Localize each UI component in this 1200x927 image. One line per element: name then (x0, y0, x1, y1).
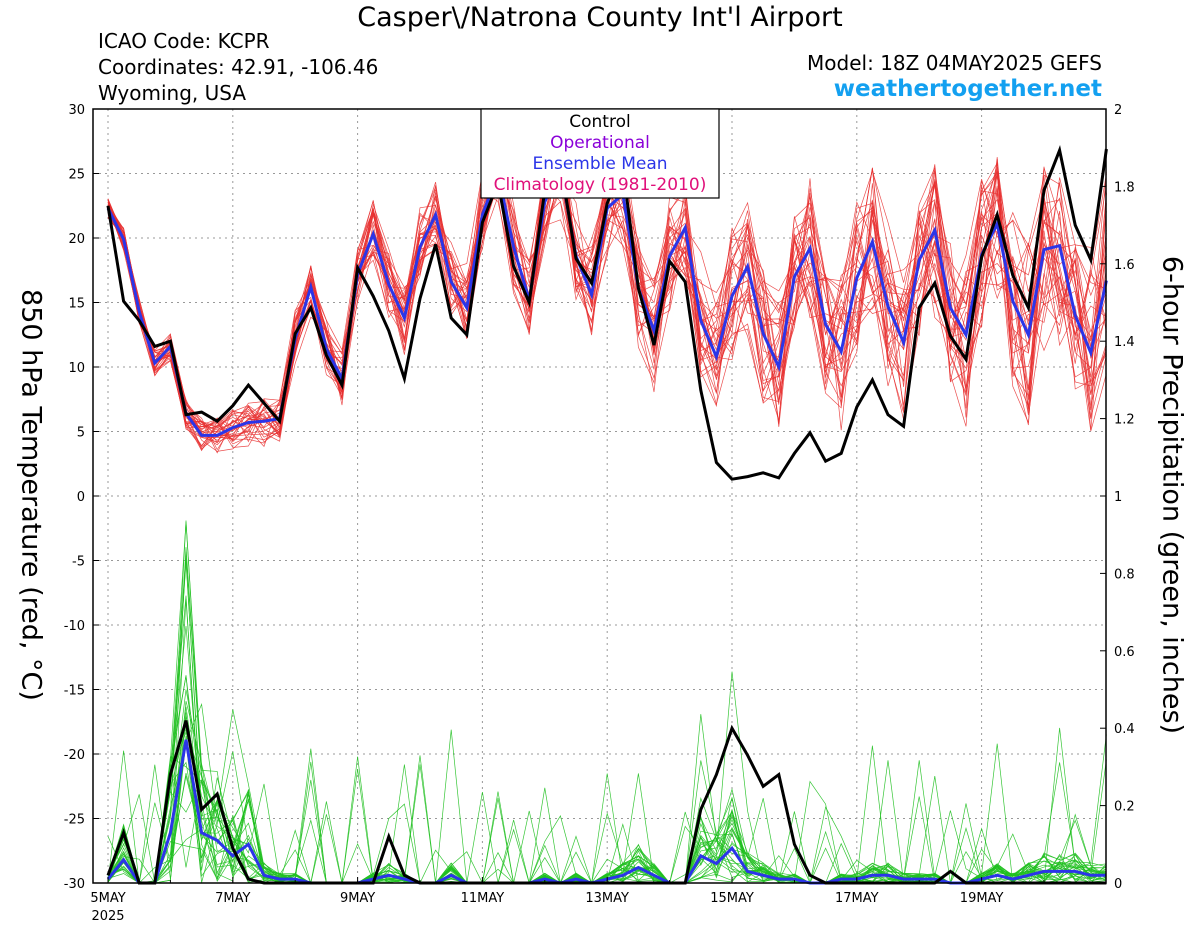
legend-control: Control (569, 112, 630, 132)
y2-tick-label: 1.4 (1114, 335, 1135, 350)
y-tick-label: 10 (68, 361, 85, 376)
y-tick-label: -30 (64, 877, 85, 892)
y-tick-label: -10 (64, 619, 85, 634)
temperature-member-line (107, 149, 1107, 444)
control-temperature-line (106, 145, 1108, 481)
temperature-member-line (107, 136, 1107, 452)
coordinates: Coordinates: 42.91, -106.46 (98, 55, 379, 79)
y2-tick-label: 0.2 (1114, 800, 1135, 815)
y-tick-label: 15 (68, 297, 85, 312)
x-tick-label: 11MAY (461, 891, 505, 906)
y-tick-label: 5 (77, 426, 85, 441)
y2-tick-label: 1.2 (1114, 413, 1135, 428)
y-tick-label: 25 (68, 168, 85, 183)
y-tick-label: 30 (68, 103, 85, 118)
x-tick-label: 19MAY (960, 891, 1004, 906)
precip-member-line (107, 599, 1107, 884)
y2-tick-label: 1.8 (1114, 180, 1135, 195)
y2-tick-label: 0.4 (1114, 722, 1135, 737)
precip-member-line (107, 706, 1107, 884)
legend-ensemble-mean: Ensemble Mean (532, 154, 667, 174)
y-tick-label: -15 (64, 684, 85, 699)
x-tick-label: 7MAY (215, 891, 250, 906)
model-run: Model: 18Z 04MAY2025 GEFS (807, 51, 1102, 75)
legend-climatology: Climatology (1981-2010) (494, 175, 707, 195)
y-tick-label: -20 (64, 748, 85, 763)
site-name: weathertogether.net (833, 76, 1102, 102)
y-tick-label: -5 (72, 555, 85, 570)
y2-tick-label: 0 (1114, 877, 1122, 892)
precip-member-line (107, 520, 1107, 884)
legend-operational: Operational (550, 133, 650, 153)
y-tick-label: -25 (64, 813, 85, 828)
icao-code: ICAO Code: KCPR (98, 29, 270, 53)
y2-tick-label: 0.8 (1114, 567, 1135, 582)
x-tick-label: 15MAY (710, 891, 754, 906)
y2-tick-label: 2 (1114, 103, 1122, 118)
x-tick-label: 13MAY (585, 891, 629, 906)
y2-tick-label: 1.6 (1114, 258, 1135, 273)
x-tick-sublabel: 2025 (91, 909, 124, 924)
x-tick-label: 17MAY (835, 891, 879, 906)
precip-member-line (107, 709, 1107, 884)
chart-title: Casper\/Natrona County Int'l Airport (357, 2, 843, 33)
legend-box (480, 108, 720, 199)
x-tick-label: 9MAY (340, 891, 375, 906)
region: Wyoming, USA (98, 81, 247, 105)
y-tick-label: 20 (68, 232, 85, 247)
y2-tick-label: 0.6 (1114, 645, 1135, 660)
y-tick-label: 0 (77, 490, 85, 505)
y2-tick-label: 1 (1114, 490, 1122, 505)
x-tick-label: 5MAY (90, 891, 125, 906)
precip-member-line (107, 522, 1107, 884)
